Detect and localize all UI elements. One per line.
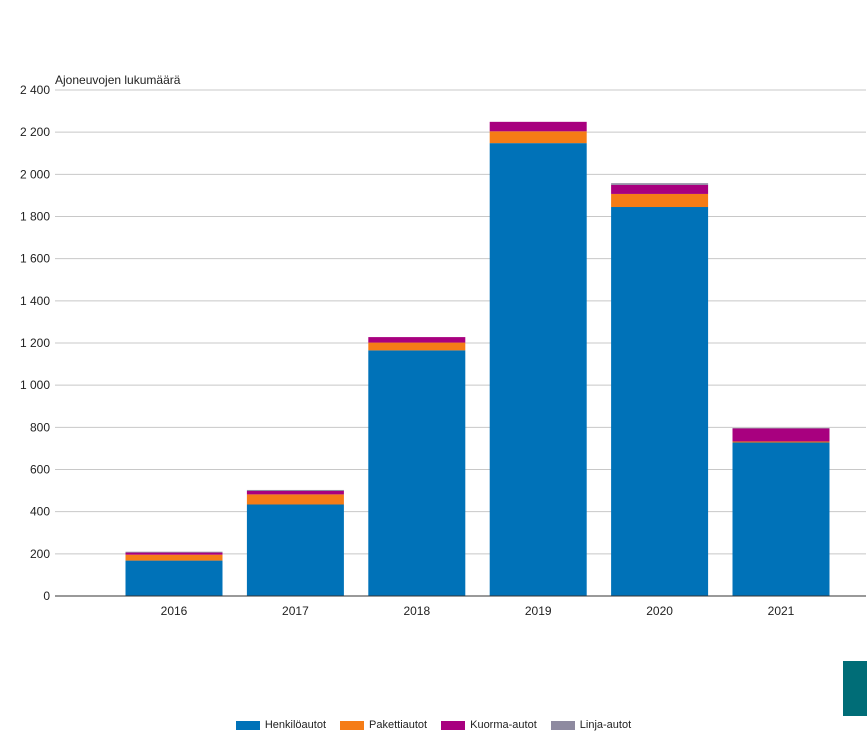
bar-segment[interactable] [368, 342, 466, 351]
side-tab-button[interactable] [843, 661, 867, 716]
bar-segment[interactable] [611, 207, 709, 596]
y-tick-label: 600 [30, 463, 50, 477]
y-tick-label: 1 400 [20, 294, 50, 308]
y-tick-label: 800 [30, 420, 50, 434]
y-tick-labels: 0 200 400 600 800 1 000 1 200 1 400 1 600 1 800 2 … [20, 83, 50, 603]
legend-label: Pakettiautot [369, 719, 428, 731]
legend-swatch [235, 720, 260, 730]
y-tick-label: 400 [30, 505, 50, 519]
x-tick-label: 2016 [161, 604, 188, 618]
bar-segment[interactable] [125, 552, 223, 555]
y-tick-label: 2 000 [20, 167, 50, 181]
y-tick-label: 0 [43, 589, 50, 603]
legend-item[interactable]: Kuorma-autot [441, 719, 537, 731]
bar-segment[interactable] [246, 491, 344, 495]
y-tick-label: 1 000 [20, 378, 50, 392]
bars [125, 121, 830, 596]
legend-swatch [550, 720, 575, 730]
bar-segment[interactable] [368, 337, 466, 343]
bar-segment[interactable] [246, 504, 344, 596]
legend-label: Kuorma-autot [470, 719, 537, 731]
bar-segment[interactable] [125, 554, 223, 561]
legend-label: Henkilöautot [264, 719, 327, 731]
bar-segment[interactable] [732, 441, 830, 443]
bar-segment[interactable] [246, 494, 344, 505]
bar-segment[interactable] [368, 350, 466, 596]
legend-item[interactable]: Henkilöautot [235, 719, 327, 731]
bar-segment[interactable] [611, 183, 709, 185]
legend: Henkilöautot Pakettiautot Kuorma-autot Linj… [0, 719, 867, 731]
x-tick-label: 2018 [403, 604, 430, 618]
bar-segment[interactable] [611, 193, 709, 208]
y-tick-label: 1 800 [20, 210, 50, 224]
bar-segment[interactable] [732, 442, 830, 596]
y-axis-title: Ajoneuvojen lukumäärä [55, 73, 181, 87]
bar-segment[interactable] [489, 143, 587, 596]
bar-segment[interactable] [246, 489, 344, 492]
bar-segment[interactable] [611, 184, 709, 194]
bar-segment[interactable] [489, 131, 587, 144]
x-tick-labels: 2016 2017 2018 2019 2020 2021 [161, 604, 795, 618]
bar-segment[interactable] [125, 560, 223, 596]
bar-segment[interactable] [489, 121, 587, 132]
x-tick-label: 2019 [525, 604, 552, 618]
y-tick-label: 1 600 [20, 252, 50, 266]
legend-item[interactable]: Pakettiautot [340, 719, 427, 731]
x-tick-label: 2021 [768, 604, 795, 618]
legend-swatch [441, 720, 466, 730]
bar-segment[interactable] [732, 428, 830, 442]
x-tick-label: 2017 [282, 604, 309, 618]
bar-segment[interactable] [125, 551, 223, 553]
x-tick-label: 2020 [646, 604, 673, 618]
legend-swatch [340, 720, 365, 730]
y-tick-label: 1 200 [20, 336, 50, 350]
y-tick-label: 2 200 [20, 125, 50, 139]
legend-label: Linja-autot [579, 719, 632, 731]
legend-item[interactable]: Linja-autot [550, 719, 632, 731]
y-tick-label: 2 400 [20, 83, 50, 97]
y-tick-label: 200 [30, 547, 50, 561]
